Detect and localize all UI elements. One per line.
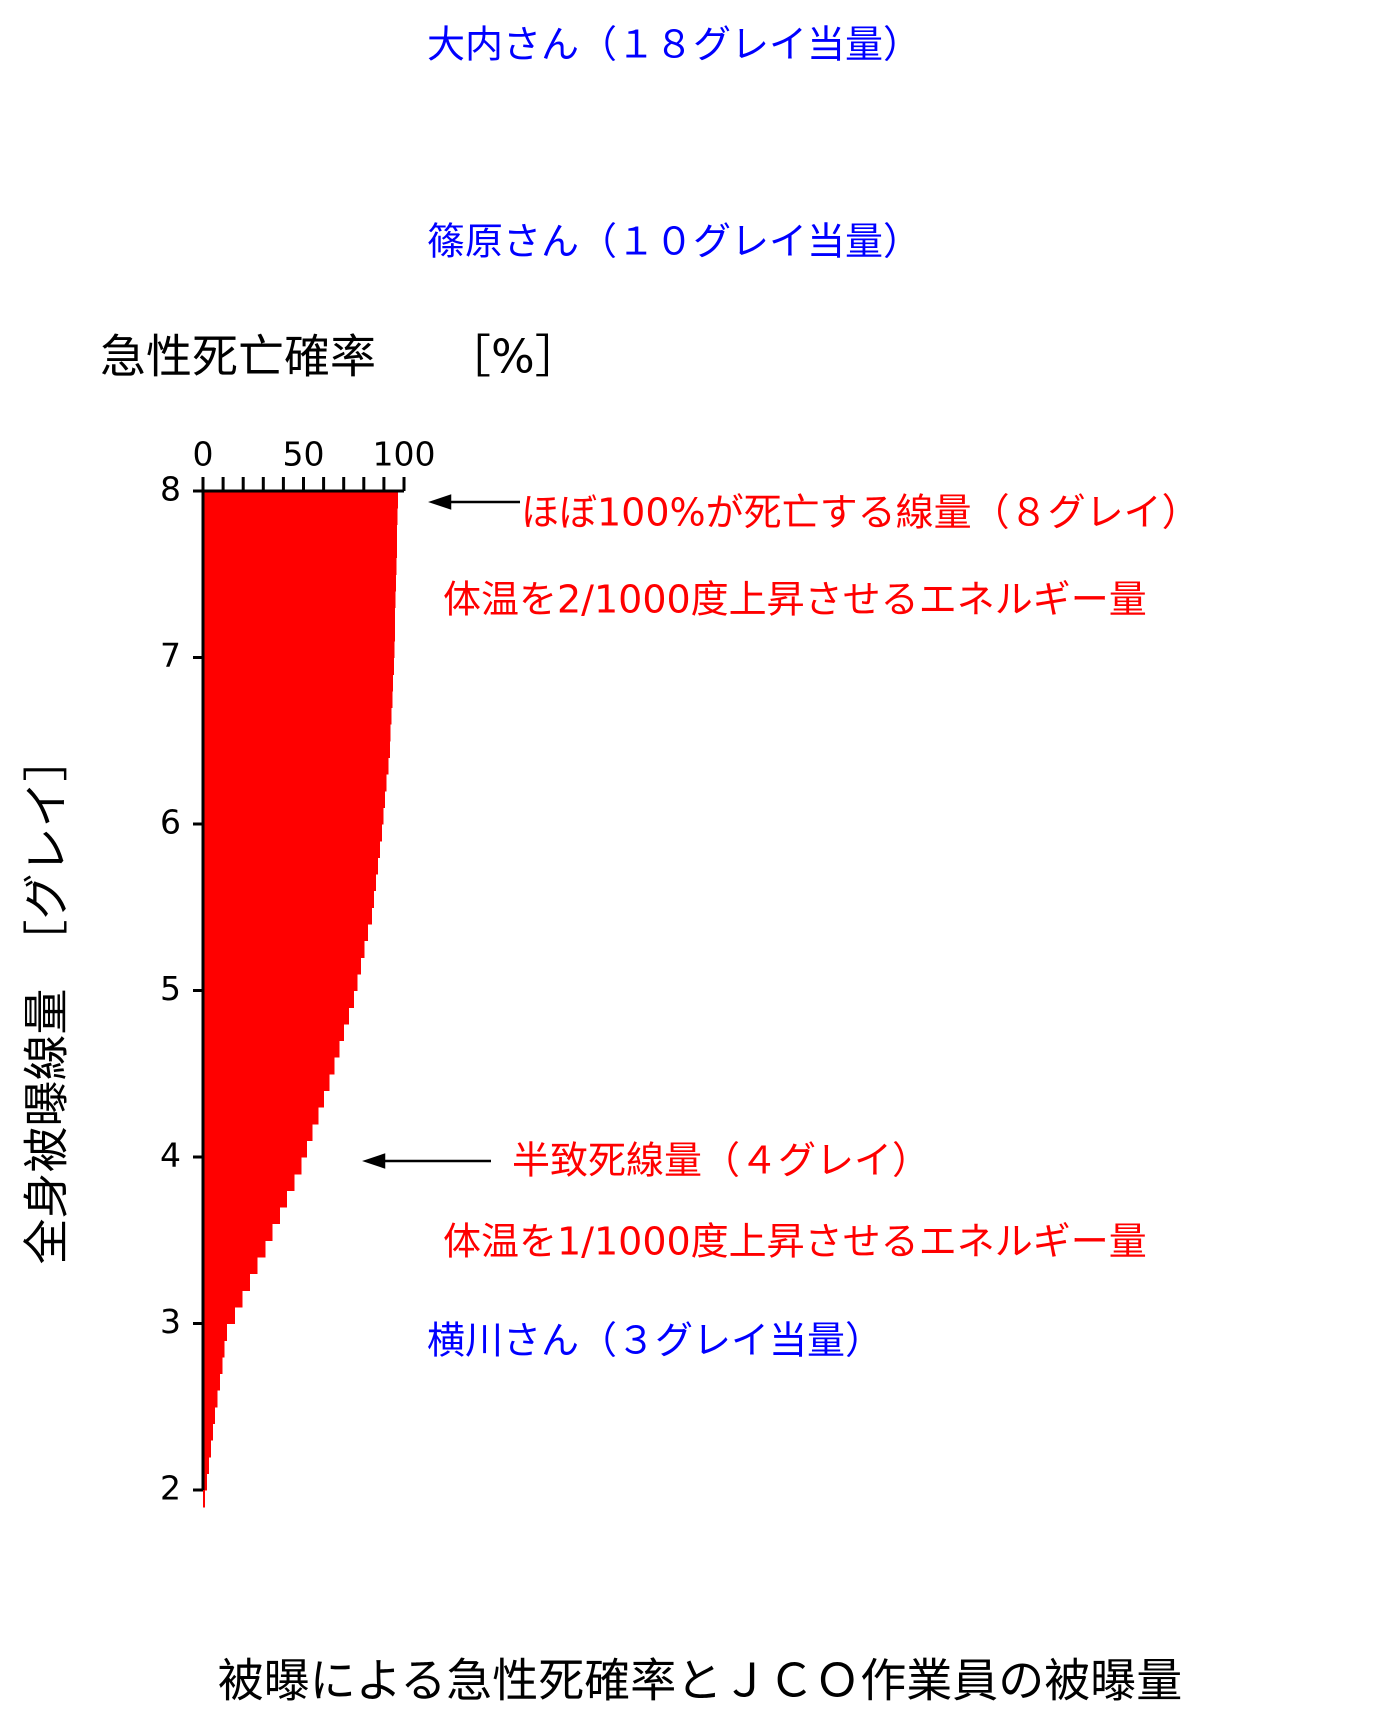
chart-title: 被曝による急性死確率とＪＣＯ作業員の被曝量 xyxy=(218,1654,1183,1708)
bar xyxy=(203,524,398,542)
bar xyxy=(203,774,387,792)
bar xyxy=(203,1273,251,1291)
arrows xyxy=(362,494,520,1169)
bar xyxy=(203,1390,218,1408)
bar xyxy=(203,1240,266,1258)
y-tick-label: 2 xyxy=(160,1469,181,1508)
y-tick-label: 4 xyxy=(160,1136,181,1175)
bar xyxy=(203,1373,220,1391)
bar xyxy=(203,990,354,1008)
arrow-head xyxy=(362,1153,386,1169)
bar xyxy=(203,1490,206,1508)
y-tick-label: 7 xyxy=(160,636,181,675)
annotation: 体温を2/1000度上昇させるエネルギー量 xyxy=(443,578,1147,622)
bar xyxy=(203,690,393,709)
bar xyxy=(203,1306,235,1325)
bar xyxy=(203,1423,214,1441)
bar xyxy=(203,923,369,942)
y-tick-label: 6 xyxy=(160,803,181,842)
bar xyxy=(203,1173,295,1191)
bar xyxy=(203,1340,225,1358)
bar xyxy=(203,674,394,692)
bar xyxy=(203,1023,345,1042)
bar xyxy=(203,907,372,925)
x-tick-label: 100 xyxy=(373,435,436,474)
bar xyxy=(203,1123,313,1141)
bar xyxy=(203,1206,280,1225)
bar xyxy=(203,890,374,908)
bar xyxy=(203,1057,335,1075)
bar xyxy=(203,1290,243,1308)
x-axis-label: 急性死亡確率 ［%］ xyxy=(100,330,581,384)
bar xyxy=(203,640,395,659)
bar xyxy=(203,807,384,825)
bar xyxy=(203,491,398,509)
bar xyxy=(203,790,386,808)
bar xyxy=(203,1223,273,1241)
bar xyxy=(203,840,380,858)
bar xyxy=(203,1440,212,1458)
bar xyxy=(203,590,396,609)
annotation: 半致死線量（４グレイ） xyxy=(512,1139,930,1183)
y-tick-label: 5 xyxy=(160,969,181,1008)
bar xyxy=(203,857,378,875)
bar xyxy=(203,1356,223,1375)
y-tick-label: 3 xyxy=(160,1302,181,1341)
bar xyxy=(203,1406,216,1424)
bar xyxy=(203,1107,319,1125)
annotation: 体温を1/1000度上昇させるエネルギー量 xyxy=(443,1220,1147,1264)
bar xyxy=(203,1456,210,1474)
bar xyxy=(203,707,392,725)
bar xyxy=(203,574,396,592)
bar xyxy=(203,1256,258,1275)
bar xyxy=(203,507,398,525)
bar xyxy=(203,873,376,892)
annotation: 横川さん（３グレイ当量） xyxy=(427,1319,883,1363)
bar xyxy=(203,1190,288,1208)
bar xyxy=(203,557,397,575)
arrow-head xyxy=(428,494,452,510)
bar xyxy=(203,1040,340,1058)
bar xyxy=(203,1323,228,1341)
bar xyxy=(203,740,390,758)
annotation: 篠原さん（１０グレイ当量） xyxy=(427,220,921,264)
annotation: ほぼ100%が死亡する線量（８グレイ） xyxy=(521,491,1200,535)
bar xyxy=(203,1007,349,1025)
bar xyxy=(203,940,365,958)
bar xyxy=(203,624,395,642)
bar xyxy=(203,724,391,742)
bar xyxy=(203,757,389,775)
bar xyxy=(203,1090,325,1108)
bar xyxy=(203,1157,302,1175)
y-axis-label: 全身被曝線量 ［グレイ］ xyxy=(20,736,74,1265)
bar xyxy=(203,607,396,625)
bar xyxy=(203,1140,308,1158)
bar xyxy=(203,1073,330,1091)
bar xyxy=(203,1473,208,1491)
x-tick-label: 0 xyxy=(193,435,214,474)
y-tick-label: 8 xyxy=(160,470,181,509)
bar xyxy=(203,973,358,992)
bar xyxy=(203,540,397,559)
bar xyxy=(203,824,382,842)
bar xyxy=(203,657,394,675)
bar xyxy=(203,957,361,975)
annotation: 大内さん（１８グレイ当量） xyxy=(427,23,921,67)
x-tick-label: 50 xyxy=(283,435,325,474)
